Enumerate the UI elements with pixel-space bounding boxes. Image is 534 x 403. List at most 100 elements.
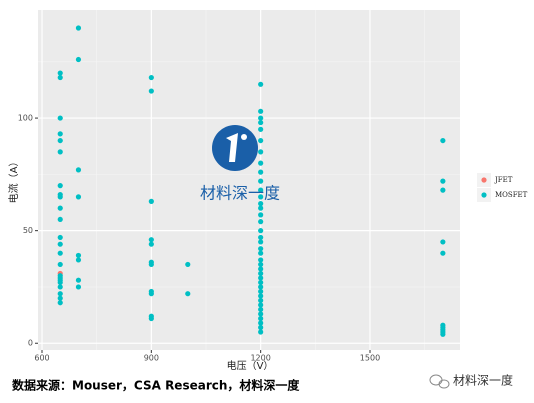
point [440, 137, 446, 144]
y-axis-label: 电流（A） [7, 157, 20, 204]
point [258, 257, 264, 263]
point [258, 228, 264, 234]
point [57, 284, 63, 290]
point [258, 311, 264, 317]
point [258, 288, 264, 295]
point [258, 297, 264, 304]
point [57, 300, 63, 306]
point [75, 167, 82, 173]
point [57, 295, 63, 301]
point [258, 115, 264, 121]
point [258, 284, 264, 290]
point [258, 261, 264, 268]
x-tick-label: 900 [144, 354, 159, 363]
point [185, 261, 191, 268]
point [258, 149, 264, 155]
point [57, 291, 63, 297]
point [57, 74, 63, 81]
point [75, 56, 82, 63]
point [57, 194, 63, 200]
point [258, 219, 264, 225]
point [75, 252, 82, 259]
point [57, 115, 63, 121]
point [75, 284, 82, 290]
point [258, 212, 264, 218]
point [148, 315, 154, 322]
legend-label: JFET [494, 176, 513, 184]
x-axis-label: 电压（V） [227, 359, 274, 372]
point [258, 293, 264, 299]
x-tick-label: 1200 [250, 354, 270, 363]
point [57, 241, 63, 247]
point [258, 324, 264, 331]
point [57, 183, 63, 189]
point [440, 331, 446, 337]
point [57, 250, 63, 256]
point [258, 239, 264, 245]
point [440, 178, 446, 184]
point [148, 88, 154, 94]
source-note: 数据来源：Mouser，CSA Research，材料深一度 [12, 378, 300, 393]
y-tick-label: 0 [28, 339, 33, 348]
point [185, 291, 191, 297]
point [258, 108, 264, 114]
point [258, 306, 264, 313]
legend-swatch [481, 177, 487, 183]
point [440, 187, 446, 193]
brand: 材料深一度 [453, 373, 513, 388]
point [75, 257, 82, 263]
y-tick-label: 50 [23, 226, 33, 235]
legend-label: MOSFET [495, 191, 528, 199]
point [148, 74, 154, 81]
legend-swatch [481, 192, 487, 198]
point [258, 137, 264, 144]
point [258, 201, 264, 207]
point [57, 137, 63, 144]
point [258, 266, 264, 272]
point [258, 320, 264, 326]
point [258, 119, 264, 126]
watermark-logo [212, 125, 258, 171]
point [148, 291, 154, 297]
point [258, 302, 264, 308]
point [148, 237, 154, 243]
point [258, 329, 264, 335]
brand-icon [429, 374, 450, 389]
point [75, 194, 82, 200]
point [258, 126, 264, 132]
y-tick-label: 100 [18, 114, 33, 123]
point [258, 160, 264, 166]
point [57, 234, 63, 241]
point [258, 178, 264, 184]
point [440, 250, 446, 256]
x-tick-label: 600 [34, 354, 49, 363]
panel [38, 10, 460, 350]
point [57, 70, 63, 76]
point [57, 205, 63, 211]
point [148, 198, 154, 204]
point [57, 261, 63, 268]
point [57, 216, 63, 223]
point [258, 279, 264, 286]
point [148, 261, 154, 268]
point [57, 149, 63, 155]
point [258, 205, 264, 211]
point [258, 194, 264, 200]
point [57, 279, 63, 286]
x-tick-label: 1500 [360, 354, 380, 363]
point [57, 131, 63, 137]
point [258, 275, 264, 281]
point [258, 315, 264, 322]
point [258, 81, 264, 87]
point [258, 187, 264, 193]
point [258, 246, 264, 252]
point [258, 169, 264, 175]
point [258, 234, 264, 241]
point [440, 239, 446, 245]
point [258, 250, 264, 256]
point [75, 25, 82, 31]
point [75, 277, 82, 283]
point [148, 241, 154, 247]
point [258, 270, 264, 277]
